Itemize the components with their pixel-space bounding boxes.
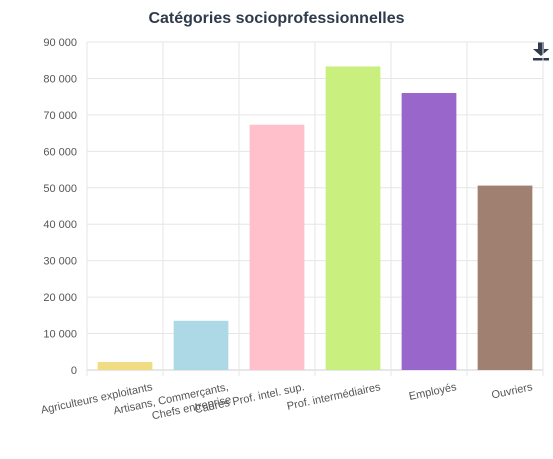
y-tick-label: 80 000	[43, 73, 77, 85]
bars	[97, 66, 533, 371]
bar-3[interactable]	[249, 124, 305, 371]
x-tick-label-line: Employés	[408, 381, 458, 403]
bar-5[interactable]	[401, 93, 457, 371]
y-tick-label: 90 000	[43, 37, 77, 49]
bar-6[interactable]	[477, 185, 533, 370]
y-tick-label: 70 000	[43, 110, 77, 122]
x-tick-label: Ouvriers	[490, 381, 534, 401]
y-tick-label: 20 000	[43, 292, 77, 304]
y-tick-label: 10 000	[43, 329, 77, 341]
y-tick-label: 30 000	[43, 256, 77, 268]
x-tick-label: Employés	[408, 381, 458, 403]
download-icon	[533, 42, 549, 61]
y-tick-label: 60 000	[43, 146, 77, 158]
y-tick-label: 50 000	[43, 183, 77, 195]
chart-title: Catégories socioprofessionnelles	[148, 10, 405, 27]
y-tick-label: 0	[71, 365, 77, 377]
grid	[86, 41, 544, 376]
download-button[interactable]	[531, 40, 551, 62]
x-tick-label-line: Ouvriers	[490, 381, 534, 401]
bar-2[interactable]	[173, 320, 229, 370]
bar-4[interactable]	[325, 66, 381, 370]
y-axis-ticks: 0 10 000 20 000 30 000 40 000 50 000 60 000 70 …	[43, 37, 77, 377]
bar-1[interactable]	[97, 361, 153, 370]
y-tick-label: 40 000	[43, 219, 77, 231]
